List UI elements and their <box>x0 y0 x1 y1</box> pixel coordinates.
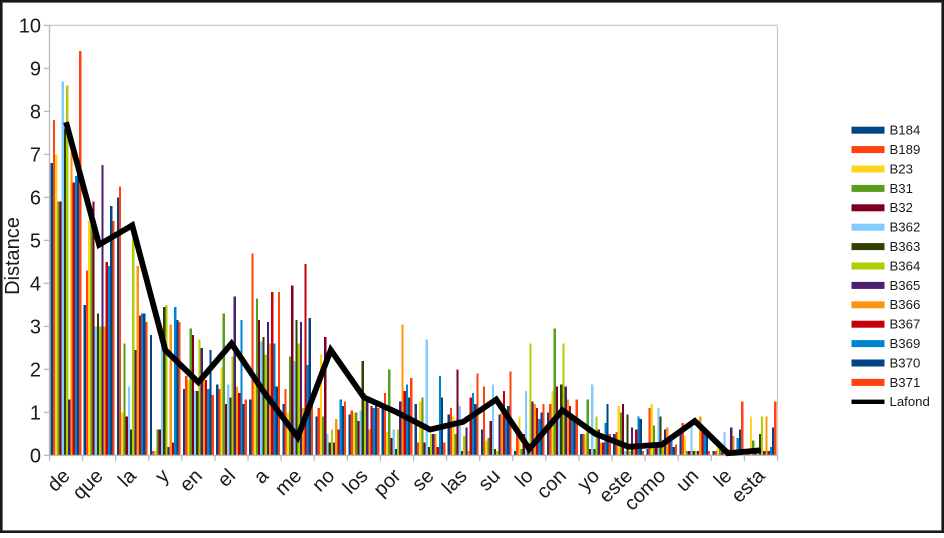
svg-text:B367: B367 <box>890 317 921 332</box>
svg-text:2: 2 <box>30 359 41 381</box>
svg-text:Lafond: Lafond <box>890 394 930 409</box>
svg-text:B371: B371 <box>890 375 921 390</box>
svg-text:B23: B23 <box>890 161 913 176</box>
svg-text:B363: B363 <box>890 239 921 254</box>
svg-text:B32: B32 <box>890 200 913 215</box>
svg-text:1: 1 <box>30 402 41 424</box>
svg-text:4: 4 <box>30 273 41 295</box>
svg-text:B370: B370 <box>890 355 921 370</box>
svg-text:Distance: Distance <box>2 217 24 295</box>
svg-text:B189: B189 <box>890 142 921 157</box>
svg-text:6: 6 <box>30 187 41 209</box>
svg-text:3: 3 <box>30 316 41 338</box>
svg-text:B366: B366 <box>890 297 921 312</box>
svg-text:8: 8 <box>30 101 41 123</box>
svg-text:B184: B184 <box>890 123 921 138</box>
svg-text:B31: B31 <box>890 181 913 196</box>
svg-text:B369: B369 <box>890 336 921 351</box>
svg-text:B362: B362 <box>890 220 921 235</box>
svg-text:B365: B365 <box>890 278 921 293</box>
svg-text:10: 10 <box>19 15 41 37</box>
svg-text:9: 9 <box>30 58 41 80</box>
svg-text:7: 7 <box>30 144 41 166</box>
svg-text:B364: B364 <box>890 258 921 273</box>
svg-text:0: 0 <box>30 445 41 467</box>
svg-text:5: 5 <box>30 230 41 252</box>
